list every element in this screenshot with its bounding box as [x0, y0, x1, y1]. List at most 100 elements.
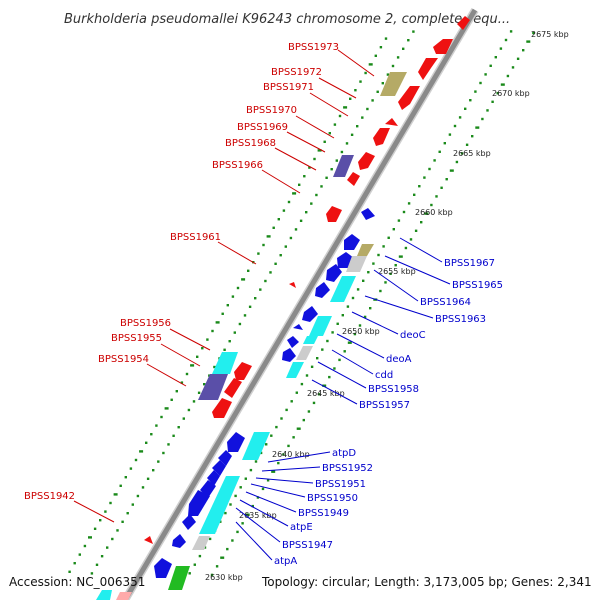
gene-label-bpss1963[interactable]: BPSS1963: [435, 314, 486, 325]
gene-box[interactable]: [199, 476, 240, 534]
track-dot: [266, 235, 271, 238]
reverse-leader-lines: [235, 237, 451, 561]
gene-label-bpss1971[interactable]: BPSS1971: [263, 82, 314, 93]
gene-box[interactable]: [96, 590, 112, 600]
gene-box[interactable]: [198, 374, 228, 400]
gene-arrow[interactable]: [154, 558, 172, 578]
gene-label-bpss1942[interactable]: BPSS1942: [24, 491, 75, 502]
track-dot: [499, 47, 503, 50]
gene-label-bpss1958[interactable]: BPSS1958: [368, 384, 419, 395]
gene-label-atpe[interactable]: atpE: [290, 522, 313, 533]
gene-label-bpss1965[interactable]: BPSS1965: [452, 280, 503, 291]
gene-arrow[interactable]: [373, 128, 390, 146]
gene-label-bpss1973[interactable]: BPSS1973: [288, 42, 339, 53]
chromosome-backbone: [121, 7, 479, 600]
gene-label-bpss1955[interactable]: BPSS1955: [111, 333, 162, 344]
gene-arrow[interactable]: [182, 514, 196, 530]
track-dot: [359, 80, 362, 83]
gene-arrow[interactable]: [385, 118, 398, 126]
track-dot: [236, 530, 239, 534]
gene-label-atpd[interactable]: atpD: [332, 448, 356, 459]
gene-arrow[interactable]: [172, 534, 186, 548]
track-dot: [285, 408, 288, 412]
track-dot: [354, 89, 357, 92]
gene-arrow[interactable]: [302, 306, 318, 322]
gene-label-atpa[interactable]: atpA: [274, 556, 297, 567]
track-dot: [418, 185, 421, 188]
track-dot: [271, 470, 276, 473]
gene-arrow[interactable]: [188, 490, 210, 516]
gene-box[interactable]: [212, 352, 238, 374]
gene-label-deoc[interactable]: deoC: [400, 330, 426, 341]
gene-arrow[interactable]: [212, 398, 232, 418]
track-dot: [341, 314, 344, 317]
gene-label-bpss1968[interactable]: BPSS1968: [225, 138, 276, 149]
gene-arrow[interactable]: [344, 234, 360, 250]
gene-arrow[interactable]: [315, 282, 330, 298]
gene-label-bpss1972[interactable]: BPSS1972: [271, 67, 322, 78]
gene-box[interactable]: [168, 566, 190, 590]
gene-arrow[interactable]: [144, 536, 153, 544]
track-dot: [407, 202, 411, 205]
gene-arrow[interactable]: [234, 362, 252, 380]
track-dot: [203, 383, 206, 386]
forward-gene-labels: BPSS1973 BPSS1972 BPSS1971 BPSS1970 BPSS…: [24, 42, 339, 502]
gene-box[interactable]: [116, 592, 132, 600]
gene-arrow[interactable]: [326, 264, 342, 282]
gene-arrow[interactable]: [433, 39, 453, 54]
gene-arrow[interactable]: [418, 58, 438, 80]
gene-label-cdd[interactable]: cdd: [375, 370, 393, 381]
track-dot: [239, 486, 242, 489]
tick-label: 2655 kbp: [378, 267, 416, 276]
gene-arrow[interactable]: [212, 460, 226, 476]
gene-label-bpss1964[interactable]: BPSS1964: [420, 297, 471, 308]
gene-label-bpss1947[interactable]: BPSS1947: [282, 540, 333, 551]
gene-label-bpss1952[interactable]: BPSS1952: [322, 463, 373, 474]
gene-arrow[interactable]: [326, 206, 342, 222]
gene-label-bpss1950[interactable]: BPSS1950: [307, 493, 358, 504]
gene-arrow[interactable]: [457, 16, 470, 30]
gene-label-deoa[interactable]: deoA: [386, 354, 412, 365]
track-dot: [211, 329, 214, 333]
track-dot: [245, 513, 250, 516]
gene-arrow[interactable]: [224, 378, 242, 398]
gene-arrow[interactable]: [361, 208, 375, 220]
gene-box[interactable]: [380, 72, 407, 96]
track-dot: [340, 150, 344, 154]
gene-arrow[interactable]: [293, 324, 303, 330]
gene-box[interactable]: [296, 346, 313, 360]
gene-label-bpss1956[interactable]: BPSS1956: [120, 318, 171, 329]
gene-arrow[interactable]: [289, 282, 296, 288]
track-dot: [160, 415, 163, 419]
gene-label-bpss1954[interactable]: BPSS1954: [98, 354, 149, 365]
track-dot: [197, 391, 201, 394]
gene-box[interactable]: [309, 316, 332, 336]
gene-label-bpss1970[interactable]: BPSS1970: [246, 105, 297, 116]
gene-box[interactable]: [242, 432, 270, 460]
gene-box[interactable]: [303, 336, 318, 344]
gene-arrow[interactable]: [287, 336, 299, 348]
gene-label-bpss1961[interactable]: BPSS1961: [170, 232, 221, 243]
gene-label-bpss1969[interactable]: BPSS1969: [237, 122, 288, 133]
gene-arrow[interactable]: [347, 172, 360, 186]
gene-box[interactable]: [333, 155, 354, 177]
gene-box[interactable]: [330, 276, 356, 302]
track-dot: [136, 494, 140, 498]
gene-label-bpss1957[interactable]: BPSS1957: [359, 400, 410, 411]
gene-label-bpss1966[interactable]: BPSS1966: [212, 160, 263, 171]
gene-label-bpss1949[interactable]: BPSS1949: [298, 508, 349, 519]
gene-box[interactable]: [346, 256, 367, 272]
gene-arrow[interactable]: [227, 432, 245, 452]
track-dot: [474, 90, 477, 93]
gene-arrow[interactable]: [398, 86, 420, 110]
gene-box[interactable]: [286, 362, 304, 378]
gene-box[interactable]: [192, 536, 210, 550]
gene-label-bpss1951[interactable]: BPSS1951: [315, 479, 366, 490]
gene-arrow[interactable]: [218, 450, 232, 466]
gene-box[interactable]: [357, 244, 374, 256]
gene-label-bpss1967[interactable]: BPSS1967: [444, 258, 495, 269]
gene-arrow[interactable]: [282, 348, 296, 362]
gene-arrow[interactable]: [358, 152, 375, 170]
gene-arrow[interactable]: [207, 470, 220, 486]
track-dot: [264, 279, 267, 283]
